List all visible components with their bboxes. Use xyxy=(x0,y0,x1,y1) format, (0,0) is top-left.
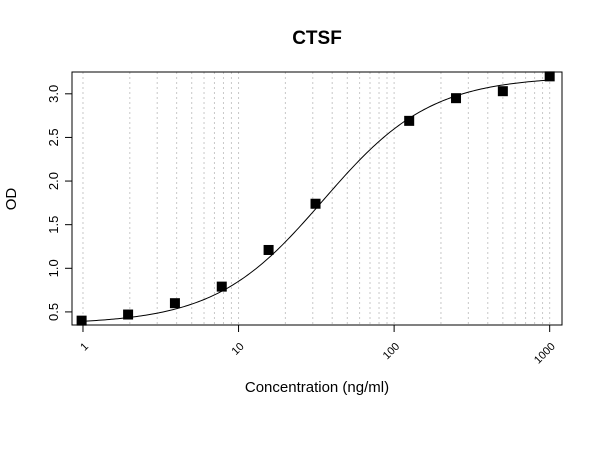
data-point xyxy=(544,71,555,82)
plot-frame xyxy=(71,71,563,326)
y-tick-label: 1.5 xyxy=(46,216,61,234)
y-tick-label: 2.0 xyxy=(46,172,61,190)
x-tick-label: 10 xyxy=(230,341,247,358)
points-layer xyxy=(76,71,555,326)
grid-layer xyxy=(82,72,551,325)
fit-curve xyxy=(81,79,550,322)
x-tick-label: 100 xyxy=(381,341,402,362)
data-point xyxy=(404,115,415,126)
data-point xyxy=(123,309,134,320)
data-point xyxy=(497,86,508,97)
data-point xyxy=(263,244,274,255)
data-point xyxy=(310,198,321,209)
data-point xyxy=(216,281,227,292)
y-tick-label: 2.5 xyxy=(46,128,61,146)
chart-title: CTSF xyxy=(292,28,342,49)
y-axis-label: OD xyxy=(3,188,20,211)
data-point xyxy=(169,298,180,309)
x-tick-label: 1000 xyxy=(532,341,558,367)
curve-layer xyxy=(81,79,550,322)
axes-layer: 1 10 100 1000 0.5 1.0 1.5 2.0 2.5 3.0 xyxy=(46,71,563,367)
y-tick-label: 0.5 xyxy=(46,303,61,321)
x-tick-label: 1 xyxy=(78,341,91,354)
data-point xyxy=(451,93,462,104)
y-tick-label: 3.0 xyxy=(46,85,61,103)
y-tick-label: 1.0 xyxy=(46,259,61,277)
data-point xyxy=(76,315,87,326)
x-axis-label: Concentration (ng/ml) xyxy=(245,379,389,396)
